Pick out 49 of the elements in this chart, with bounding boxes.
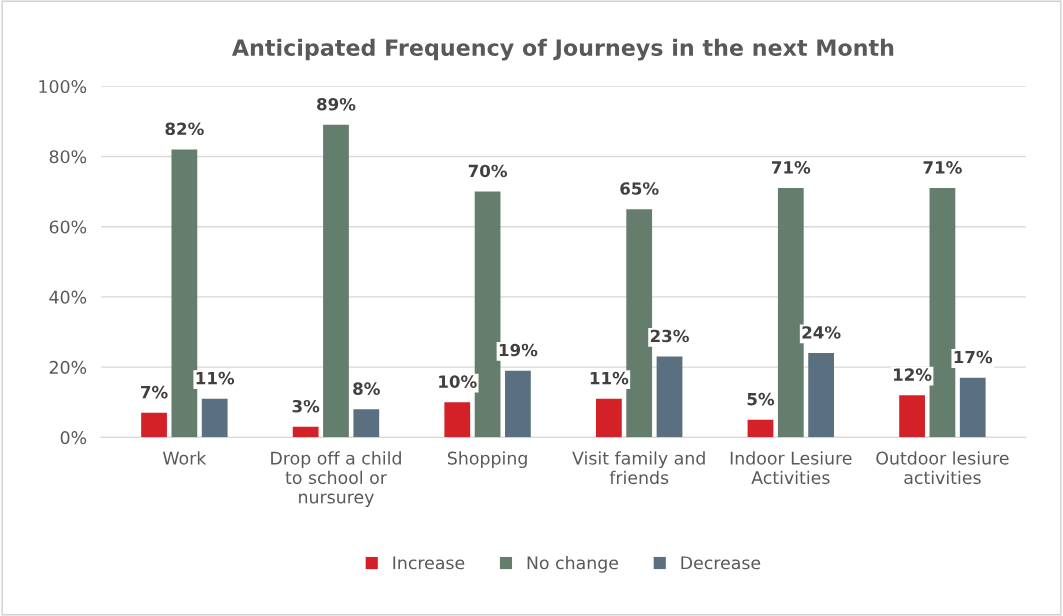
x-tick-label: Visit family and friends bbox=[572, 451, 705, 485]
bar bbox=[505, 370, 531, 438]
data-label: 23% bbox=[650, 329, 689, 343]
data-label: 17% bbox=[954, 350, 993, 364]
legend-label: Increase bbox=[393, 556, 465, 570]
y-tick-label: 0% bbox=[60, 431, 87, 445]
data-label: 65% bbox=[620, 182, 659, 195]
x-tick-label: Shopping bbox=[447, 451, 527, 469]
y-tick-label: 40% bbox=[49, 290, 87, 304]
bar bbox=[353, 409, 380, 438]
data-label: 24% bbox=[802, 326, 841, 339]
data-label: 11% bbox=[196, 371, 235, 385]
bar bbox=[777, 188, 804, 438]
bar bbox=[959, 377, 986, 438]
bar bbox=[201, 398, 228, 438]
x-tick-label: Indoor Lesiure Activities bbox=[730, 451, 852, 485]
data-label: 12% bbox=[894, 368, 932, 381]
x-tick-label: Drop off a child to school or nursurey bbox=[271, 451, 401, 507]
bar bbox=[444, 402, 471, 438]
chart-title: Anticipated Frequency of Journeys in the next Month bbox=[231, 38, 894, 61]
data-label: 3% bbox=[292, 399, 320, 413]
bar bbox=[292, 426, 319, 438]
data-label: 19% bbox=[499, 343, 538, 357]
bar bbox=[808, 353, 835, 438]
data-label: 7% bbox=[141, 385, 168, 399]
data-label: 71% bbox=[771, 161, 811, 174]
data-label: 89% bbox=[317, 97, 356, 111]
data-label: 5% bbox=[747, 392, 775, 406]
y-tick-label: 100% bbox=[39, 79, 87, 94]
bar bbox=[171, 149, 198, 438]
y-tick-label: 80% bbox=[49, 150, 87, 164]
data-label: 71% bbox=[923, 161, 962, 174]
bar bbox=[899, 395, 925, 438]
legend-label: Decrease bbox=[681, 556, 761, 570]
x-tick-label: Work bbox=[162, 451, 207, 465]
data-label: 82% bbox=[165, 122, 204, 136]
data-label: 8% bbox=[353, 382, 380, 395]
y-tick-label: 60% bbox=[49, 220, 87, 234]
bar bbox=[656, 356, 683, 438]
y-tick-label: 20% bbox=[49, 360, 87, 374]
bar bbox=[747, 419, 774, 438]
bar bbox=[595, 398, 622, 438]
x-tick-label: Outdoor lesiure activities bbox=[876, 451, 1009, 485]
data-label: 11% bbox=[590, 371, 629, 385]
bar bbox=[323, 124, 349, 438]
legend-label: No change bbox=[527, 555, 619, 573]
bar bbox=[141, 412, 167, 438]
data-label: 10% bbox=[439, 375, 477, 388]
data-label: 70% bbox=[468, 164, 507, 178]
